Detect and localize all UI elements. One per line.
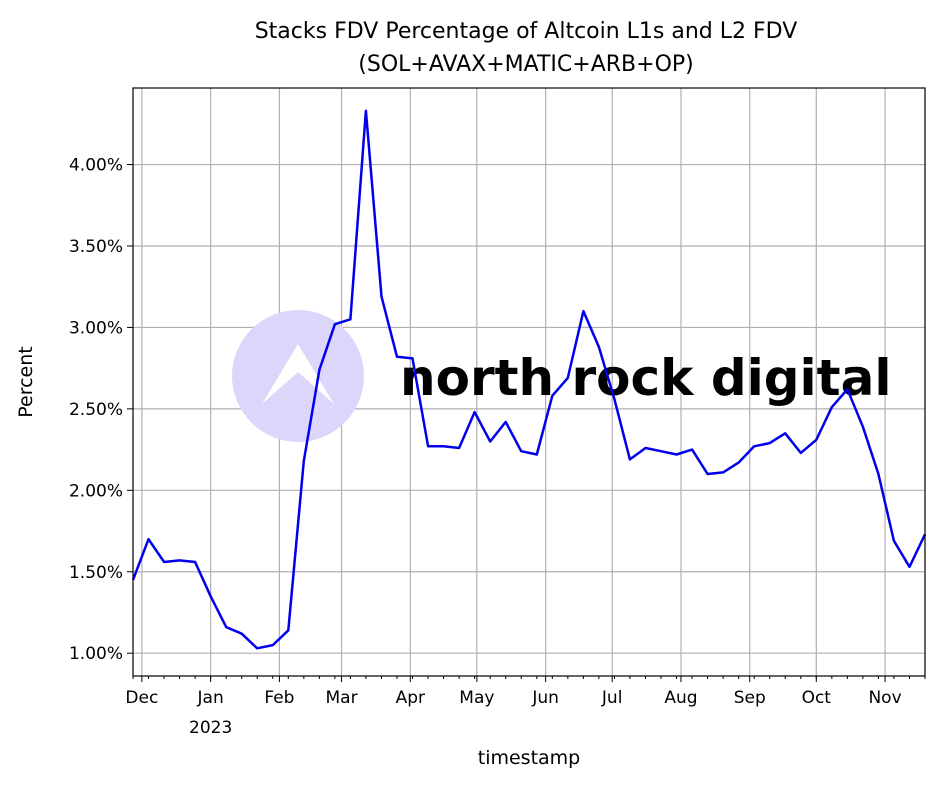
- y-axis: 1.00% 1.50% 2.00% 2.50% 3.00% 3.50% 4.00%: [69, 156, 133, 664]
- x-tick-label: Jul: [601, 688, 623, 708]
- chart-title: Stacks FDV Percentage of Altcoin L1s and…: [255, 19, 798, 44]
- y-axis-label: Percent: [15, 346, 37, 418]
- y-tick-label: 3.50%: [69, 237, 123, 257]
- grid: [133, 88, 925, 676]
- y-tick-label: 2.00%: [69, 481, 123, 501]
- x-tick-label: Jan: [197, 688, 224, 708]
- watermark: north rock digital: [232, 310, 891, 442]
- watermark-text: north rock digital: [400, 349, 891, 407]
- x-tick-label: May: [459, 688, 494, 708]
- x-tick-label: Feb: [264, 688, 294, 708]
- y-tick-label: 1.50%: [69, 563, 123, 583]
- x-tick-label: Oct: [802, 688, 832, 708]
- x-tick-year-label: 2023: [189, 718, 232, 738]
- x-axis-label: timestamp: [478, 747, 581, 769]
- y-tick-label: 2.50%: [69, 400, 123, 420]
- watermark-logo-circle: [232, 310, 364, 442]
- x-tick-label: Nov: [868, 688, 901, 708]
- x-tick-label: Jun: [531, 688, 559, 708]
- series-line: [131, 109, 927, 650]
- x-tick-label: Mar: [325, 688, 357, 708]
- chart-subtitle: (SOL+AVAX+MATIC+ARB+OP): [358, 52, 693, 77]
- y-tick-label: 4.00%: [69, 156, 123, 176]
- y-tick-label: 3.00%: [69, 318, 123, 338]
- plot-frame: [132, 87, 926, 677]
- x-tick-label: Sep: [734, 688, 766, 708]
- x-axis: Dec Jan 2023 Feb Mar Apr May Jun Jul Aug Sep Oct Nov: [125, 676, 926, 738]
- y-tick-label: 1.00%: [69, 644, 123, 664]
- x-tick-label: Dec: [125, 688, 158, 708]
- watermark-mountain-icon: [262, 344, 334, 404]
- x-tick-label: Apr: [396, 688, 425, 708]
- x-tick-label: Aug: [664, 688, 697, 708]
